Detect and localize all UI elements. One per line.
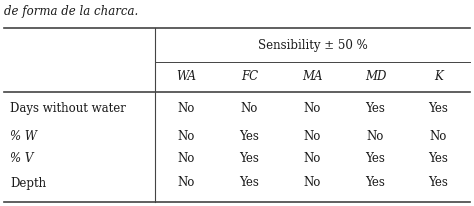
Text: Yes: Yes (365, 177, 385, 190)
Text: No: No (304, 130, 321, 143)
Text: No: No (304, 102, 321, 115)
Text: Yes: Yes (365, 102, 385, 115)
Text: Yes: Yes (239, 152, 259, 165)
Text: No: No (367, 130, 384, 143)
Text: Depth: Depth (10, 177, 46, 190)
Text: Yes: Yes (428, 177, 448, 190)
Text: No: No (241, 102, 258, 115)
Text: % V: % V (10, 152, 33, 165)
Text: No: No (178, 177, 195, 190)
Text: No: No (304, 177, 321, 190)
Text: No: No (178, 102, 195, 115)
Text: WA: WA (176, 70, 197, 83)
Text: K: K (434, 70, 443, 83)
Text: Yes: Yes (239, 130, 259, 143)
Text: Yes: Yes (428, 102, 448, 115)
Text: MD: MD (365, 70, 386, 83)
Text: Yes: Yes (365, 152, 385, 165)
Text: No: No (304, 152, 321, 165)
Text: No: No (430, 130, 447, 143)
Text: Yes: Yes (239, 177, 259, 190)
Text: MA: MA (302, 70, 323, 83)
Text: de forma de la charca.: de forma de la charca. (4, 5, 138, 18)
Text: Sensibility ± 50 %: Sensibility ± 50 % (258, 39, 367, 52)
Text: No: No (178, 152, 195, 165)
Text: Yes: Yes (428, 152, 448, 165)
Text: % W: % W (10, 130, 37, 143)
Text: FC: FC (241, 70, 258, 83)
Text: No: No (178, 130, 195, 143)
Text: Days without water: Days without water (10, 102, 126, 115)
